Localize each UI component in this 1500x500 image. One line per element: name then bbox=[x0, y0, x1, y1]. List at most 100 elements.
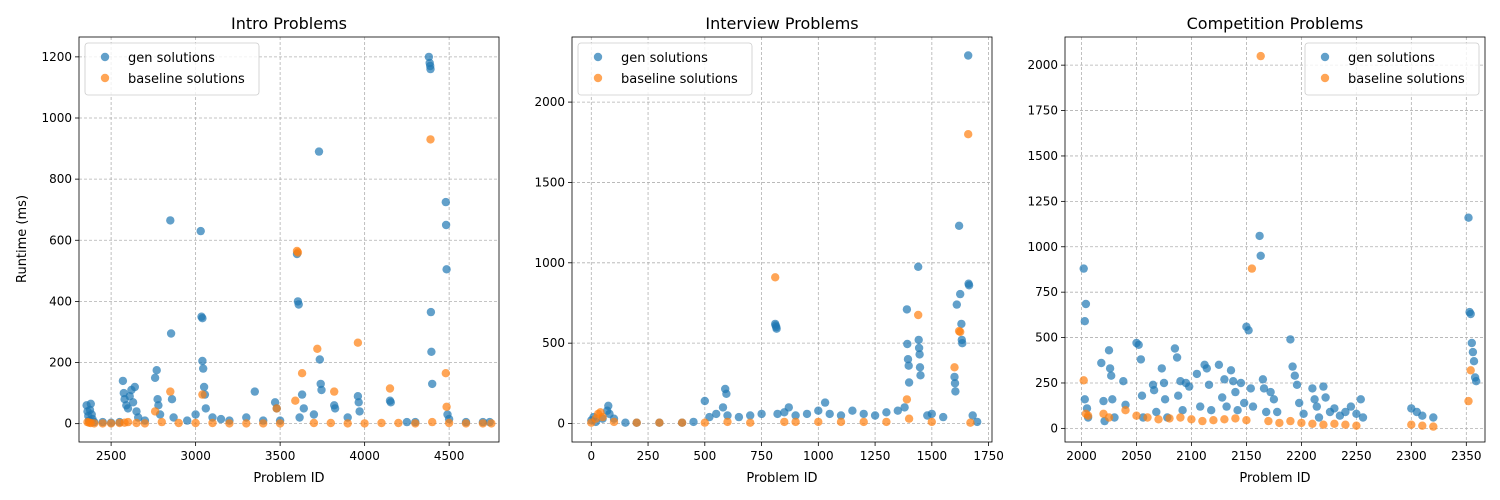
baseline-point bbox=[1165, 414, 1174, 423]
gen-point bbox=[441, 197, 450, 207]
legend: gen solutions baseline solutions bbox=[1304, 42, 1480, 96]
baseline-point bbox=[140, 419, 150, 428]
baseline-point bbox=[478, 419, 488, 428]
x-tick-label: 1500 bbox=[917, 449, 948, 463]
baseline-point bbox=[1143, 413, 1152, 422]
gen-point bbox=[700, 396, 709, 406]
gen-point bbox=[1358, 413, 1368, 422]
gen-point bbox=[1269, 395, 1279, 404]
baseline-point bbox=[859, 417, 868, 427]
baseline-point bbox=[914, 310, 923, 320]
gen-series bbox=[587, 51, 982, 427]
baseline-point bbox=[123, 417, 133, 427]
gen-point bbox=[903, 355, 913, 364]
gen-point bbox=[689, 417, 698, 427]
gen-point bbox=[1108, 395, 1117, 404]
gen-point bbox=[915, 350, 924, 359]
gen-point bbox=[1290, 371, 1300, 380]
x-tick-label: 500 bbox=[693, 449, 716, 463]
baseline-point bbox=[1083, 411, 1093, 420]
gen-point bbox=[1080, 395, 1090, 404]
gen-point bbox=[914, 343, 924, 353]
baseline-point bbox=[293, 248, 303, 257]
baseline-point bbox=[902, 395, 912, 404]
baseline-point bbox=[198, 390, 207, 399]
y-tick-label: 0 bbox=[557, 417, 565, 431]
baseline-series bbox=[1079, 51, 1475, 431]
baseline-point bbox=[157, 417, 166, 427]
gen-point bbox=[1229, 377, 1238, 386]
gen-point bbox=[1466, 309, 1475, 319]
baseline-point bbox=[598, 412, 607, 422]
baseline-point bbox=[1220, 415, 1229, 424]
baseline-point bbox=[461, 419, 471, 428]
plot-frame bbox=[1064, 36, 1486, 443]
gen-point bbox=[604, 401, 613, 410]
gen-point bbox=[916, 371, 925, 380]
x-tick-label: 750 bbox=[750, 449, 773, 463]
gen-point bbox=[166, 216, 175, 225]
gen-point bbox=[386, 398, 395, 407]
gen-point bbox=[1080, 317, 1090, 326]
x-tick-label: 4000 bbox=[349, 449, 380, 463]
x-tick-label: 2050 bbox=[1121, 449, 1152, 463]
y-tick-label: 1500 bbox=[1027, 149, 1058, 163]
gen-point bbox=[1220, 375, 1229, 384]
baseline-point bbox=[1198, 416, 1207, 426]
gen-point bbox=[1288, 362, 1297, 371]
baseline-point bbox=[259, 419, 268, 428]
baseline-point bbox=[1330, 419, 1339, 428]
gen-point bbox=[191, 410, 200, 419]
gen-point bbox=[903, 339, 912, 349]
x-tick-label: 4500 bbox=[434, 449, 465, 463]
gen-point bbox=[1231, 387, 1240, 397]
gen-point bbox=[1236, 378, 1246, 388]
baseline-point bbox=[1275, 418, 1284, 428]
gen-point bbox=[814, 406, 823, 415]
gen-point bbox=[882, 408, 891, 417]
gen-point bbox=[1356, 395, 1366, 404]
y-tick-label: 1500 bbox=[534, 175, 565, 189]
baseline-point bbox=[814, 417, 823, 427]
baseline-point bbox=[836, 417, 846, 427]
gen-point bbox=[343, 413, 352, 422]
gen-point bbox=[1233, 406, 1242, 415]
baseline-point bbox=[780, 417, 789, 427]
baseline-point bbox=[1209, 416, 1218, 425]
gen-point bbox=[820, 398, 830, 407]
gen-point bbox=[825, 409, 834, 419]
gen-point bbox=[772, 324, 781, 333]
gen-point bbox=[939, 412, 948, 422]
gen-point bbox=[354, 398, 363, 407]
baseline-point bbox=[426, 135, 435, 144]
x-tick-label: 2500 bbox=[96, 449, 127, 463]
gen-point bbox=[712, 409, 721, 419]
baseline-point bbox=[360, 419, 369, 428]
gen-point bbox=[1330, 404, 1339, 413]
gen-point bbox=[427, 347, 436, 356]
gen-point bbox=[1256, 251, 1265, 260]
y-tick-label: 1200 bbox=[41, 50, 72, 64]
gen-point bbox=[1273, 407, 1282, 417]
baseline-series bbox=[587, 130, 975, 427]
plot-frame bbox=[78, 36, 500, 443]
baseline-point bbox=[723, 417, 732, 427]
gen-point bbox=[1262, 407, 1271, 417]
legend-box bbox=[577, 42, 753, 96]
gen-point bbox=[773, 409, 782, 419]
gen-point bbox=[757, 409, 766, 419]
gen-point bbox=[1119, 377, 1128, 386]
gen-point bbox=[1418, 411, 1427, 420]
y-tick-label: 500 bbox=[542, 336, 565, 350]
baseline-point bbox=[677, 418, 687, 427]
gen-point bbox=[1079, 264, 1088, 273]
y-tick-label: 1000 bbox=[41, 111, 72, 125]
baseline-point bbox=[313, 344, 322, 353]
baseline-point bbox=[442, 402, 451, 411]
gen-point bbox=[958, 339, 967, 348]
gen-point bbox=[167, 395, 177, 404]
gen-point bbox=[1468, 347, 1478, 357]
baseline-point bbox=[1466, 366, 1475, 375]
gen-point bbox=[836, 411, 846, 420]
